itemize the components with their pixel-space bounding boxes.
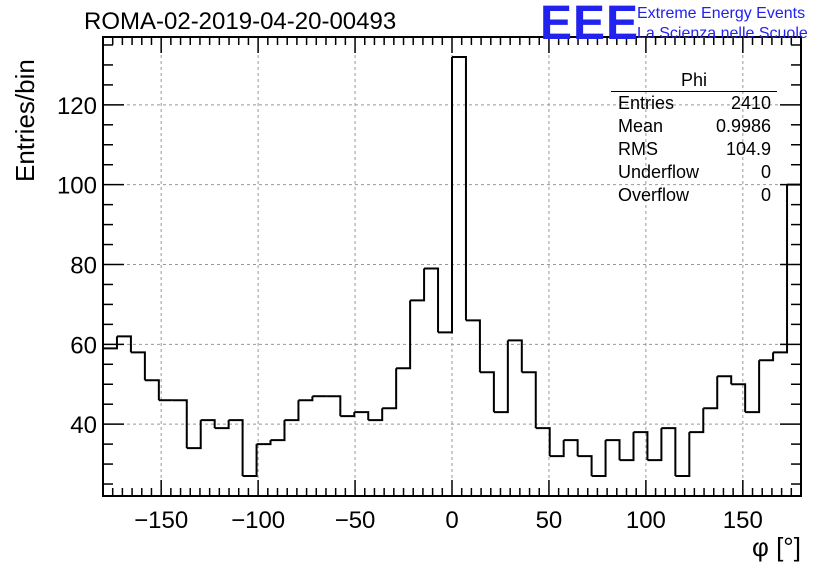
- histogram-bin: [116, 335, 132, 353]
- stats-row-underflow: Underflow 0: [611, 161, 777, 184]
- x-tick-label: −150: [134, 507, 188, 534]
- histogram-bin: [172, 399, 188, 449]
- histogram-bin: [284, 400, 300, 422]
- histogram-bin: [591, 440, 607, 478]
- histogram-bin: [382, 368, 398, 410]
- histogram-bin: [410, 268, 426, 302]
- histogram-bin: [493, 340, 509, 414]
- histogram-bin: [647, 428, 663, 462]
- x-tick-label: 0: [445, 507, 458, 534]
- y-tick-label: 60: [70, 332, 97, 359]
- histogram-bin: [605, 439, 621, 461]
- y-tick-label: 40: [70, 412, 97, 439]
- logo-line-2: La Scienza nelle Scuole: [637, 25, 808, 42]
- stats-row-mean: Mean 0.9986: [611, 115, 777, 138]
- histogram-bin: [103, 336, 118, 350]
- histogram-bin: [256, 440, 272, 446]
- histogram-bin: [354, 411, 370, 421]
- tick-labels: −150 −100 −50 0 50 100 150 40 60 80 100 120: [57, 93, 763, 534]
- histogram-bin: [270, 420, 286, 442]
- histogram-bin: [465, 319, 481, 373]
- histogram-bin: [424, 267, 440, 333]
- histogram-bin: [535, 427, 551, 457]
- histogram-bin: [787, 183, 802, 496]
- histogram-bin: [298, 396, 314, 402]
- x-tick-label: −50: [335, 507, 376, 534]
- axis-ticks: [103, 37, 801, 496]
- eee-logo: EEE: [540, 0, 640, 50]
- stats-row-rms: RMS 104.9: [611, 138, 777, 161]
- histogram-bin: [577, 455, 593, 477]
- x-tick-label: 100: [626, 507, 666, 534]
- histogram-bin: [619, 432, 635, 462]
- histogram-bin: [731, 383, 747, 413]
- stats-value: 2410: [730, 93, 771, 113]
- stats-name: Phi: [611, 70, 777, 92]
- x-axis-label: φ [°]: [752, 532, 801, 562]
- stats-label: Overflow: [618, 185, 690, 205]
- histogram-bin: [452, 55, 467, 321]
- x-tick-label: 150: [723, 507, 763, 534]
- x-tick-label: 50: [536, 507, 563, 534]
- histogram-bin: [326, 395, 342, 417]
- histogram-bin: [759, 352, 775, 362]
- histogram-bin: [773, 184, 789, 354]
- histogram-bin: [745, 360, 761, 414]
- y-tick-label: 120: [57, 93, 97, 120]
- chart-title: ROMA-02-2019-04-20-00493: [84, 8, 397, 35]
- histogram-bin: [675, 432, 691, 478]
- stats-label: Underflow: [618, 162, 700, 182]
- histogram-bin: [368, 408, 384, 422]
- y-tick-label: 80: [70, 253, 97, 280]
- histogram-bin: [479, 371, 495, 413]
- histogram-bin: [689, 408, 705, 434]
- histogram-bin: [228, 419, 244, 477]
- stats-value: 0: [760, 185, 771, 205]
- stats-box: Phi Entries 2410 Mean 0.9986 RMS 104.9 U…: [611, 70, 777, 207]
- histogram-bin: [186, 420, 202, 450]
- stats-value: 104.9: [725, 139, 771, 159]
- histogram-bin: [703, 376, 719, 410]
- histogram-bin: [661, 427, 677, 477]
- histogram-bin: [438, 56, 453, 334]
- histogram-bin: [507, 339, 523, 373]
- x-tick-label: −100: [231, 507, 285, 534]
- histogram-bin: [242, 444, 258, 478]
- stats-value: 0.9986: [715, 116, 771, 136]
- histogram-bin: [340, 412, 356, 418]
- stats-value: 0: [760, 162, 771, 182]
- histogram-bin: [214, 420, 230, 430]
- histogram-bin: [144, 379, 160, 401]
- histogram-bin: [130, 351, 146, 381]
- histogram-bin: [396, 300, 412, 370]
- stats-label: RMS: [618, 139, 658, 159]
- histogram-bin: [633, 431, 649, 461]
- logo-line-1: Extreme Energy Events: [637, 5, 806, 22]
- y-tick-label: 100: [57, 173, 97, 200]
- histogram-bin: [200, 419, 216, 429]
- stats-row-overflow: Overflow 0: [611, 184, 777, 207]
- stats-label: Entries: [618, 93, 675, 113]
- plot-frame: [102, 36, 802, 497]
- histogram-bin: [563, 439, 579, 457]
- histogram-bars: [103, 55, 802, 496]
- histogram-bin: [549, 440, 565, 458]
- y-axis-label: Entries/bin: [10, 59, 40, 182]
- stats-row-entries: Entries 2410: [611, 92, 777, 115]
- histogram-bin: [717, 375, 733, 385]
- histogram-bin: [521, 371, 537, 429]
- stats-label: Mean: [618, 116, 664, 136]
